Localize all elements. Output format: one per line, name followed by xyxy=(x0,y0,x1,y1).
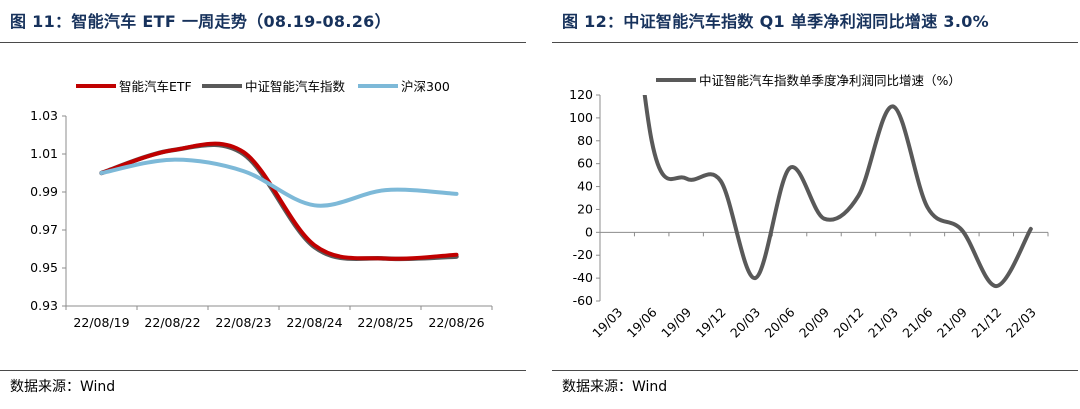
x-tick-label: 20/06 xyxy=(762,304,798,340)
y-tick-label: 1.01 xyxy=(30,146,58,161)
y-tick-label: 0.99 xyxy=(30,184,58,199)
y-tick-label: 120 xyxy=(569,87,593,102)
figure-11-bottom-rule xyxy=(0,370,526,371)
y-tick-label: 1.03 xyxy=(30,108,58,123)
y-tick-label: 20 xyxy=(577,201,593,216)
x-tick-label: 19/06 xyxy=(624,304,660,340)
y-tick-label: 0.95 xyxy=(30,260,58,275)
x-tick-label: 22/08/23 xyxy=(215,315,271,330)
y-tick-label: 100 xyxy=(569,110,593,125)
figure-12-bottom-rule xyxy=(552,370,1078,371)
x-tick-label: 19/03 xyxy=(589,305,625,341)
legend-item-1: 智能汽车ETF xyxy=(76,79,192,94)
figure-12-panel: 图 12：中证智能汽车指数 Q1 单季净利润同比增速 3.0% 中证智能汽车指数… xyxy=(552,0,1078,409)
x-tick-label: 21/06 xyxy=(899,304,935,340)
x-tick-label: 22/08/22 xyxy=(144,315,200,330)
x-tick-label: 22/08/26 xyxy=(428,315,484,330)
x-tick-label: 19/09 xyxy=(658,304,694,340)
series-line xyxy=(99,157,459,208)
series-line xyxy=(642,95,1033,289)
y-tick-label: -60 xyxy=(573,293,593,308)
legend-label: 中证智能汽车指数 xyxy=(245,79,346,94)
y-tick-label: 0 xyxy=(585,224,593,239)
y-tick-label: 0.97 xyxy=(30,222,58,237)
x-tick-label: 22/08/24 xyxy=(286,315,342,330)
series-3 xyxy=(99,157,459,208)
series-1 xyxy=(642,95,1033,289)
figure-11-source: 数据来源：Wind xyxy=(10,379,116,395)
net-profit-growth-line-chart: 中证智能汽车指数单季度净利润同比增速（%） 120 100 80 60 40 20 0 -20 -… xyxy=(569,73,1049,341)
x-tick-label: 21/09 xyxy=(934,304,970,340)
x-tick-label: 21/03 xyxy=(865,305,901,341)
x-tick-label: 20/12 xyxy=(830,305,866,341)
figure-12-top-rule xyxy=(552,42,1078,43)
x-tick-label: 22/03 xyxy=(1003,305,1039,341)
figure-11-top-rule xyxy=(0,42,526,43)
figure-11-title: 图 11：智能汽车 ETF 一周走势（08.19-08.26） xyxy=(10,12,391,31)
figure-12-source: 数据来源：Wind xyxy=(562,379,668,395)
legend-item-3: 沪深300 xyxy=(358,79,450,94)
x-tick-label: 22/08/25 xyxy=(357,315,413,330)
y-tick-label: 40 xyxy=(577,179,593,194)
x-tick-label: 21/12 xyxy=(968,305,1004,341)
etf-weekly-line-chart: 智能汽车ETF 中证智能汽车指数 沪深300 1.03 1.01 0.99 0.97 0.95… xyxy=(30,79,493,330)
legend-label: 沪深300 xyxy=(401,79,450,94)
legend-item-2: 中证智能汽车指数 xyxy=(202,79,346,94)
y-tick-label: 60 xyxy=(577,156,593,171)
x-tick-label: 20/09 xyxy=(796,304,832,340)
y-tick-label: -20 xyxy=(573,247,593,262)
figure-11-panel: 图 11：智能汽车 ETF 一周走势（08.19-08.26） 智能汽车ETF 中… xyxy=(0,0,526,409)
y-tick-label: -40 xyxy=(573,270,593,285)
y-tick-label: 0.93 xyxy=(30,298,58,313)
legend-item-1: 中证智能汽车指数单季度净利润同比增速（%） xyxy=(656,73,961,88)
x-tick-label: 22/08/19 xyxy=(73,315,129,330)
legend-label: 智能汽车ETF xyxy=(119,79,192,94)
x-tick-label: 20/03 xyxy=(727,305,763,341)
legend-label: 中证智能汽车指数单季度净利润同比增速（%） xyxy=(699,73,961,88)
x-tick-label: 19/12 xyxy=(693,305,729,341)
figure-12-title: 图 12：中证智能汽车指数 Q1 单季净利润同比增速 3.0% xyxy=(562,12,989,31)
series-line xyxy=(99,141,459,261)
y-tick-label: 80 xyxy=(577,133,593,148)
